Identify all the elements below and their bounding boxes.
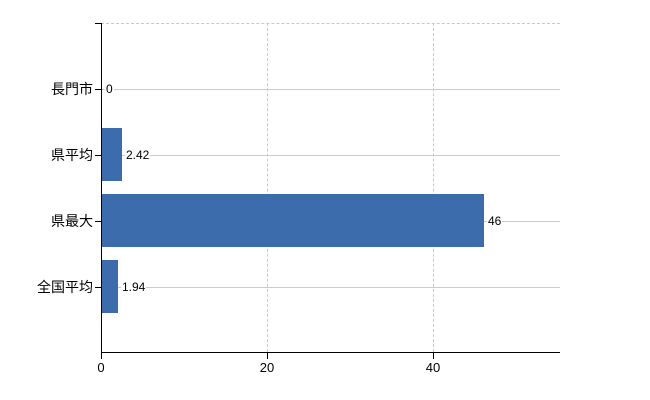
bar bbox=[102, 128, 122, 181]
category-label: 県平均 bbox=[51, 147, 93, 163]
category-gridline bbox=[101, 287, 560, 288]
x-axis-tick bbox=[101, 353, 102, 359]
value-label: 1.94 bbox=[121, 279, 147, 295]
y-axis-line bbox=[101, 23, 102, 353]
x-axis-tick-label: 0 bbox=[97, 360, 105, 375]
y-axis-tick bbox=[95, 287, 101, 288]
x-axis-tick bbox=[267, 353, 268, 359]
category-gridline bbox=[101, 89, 560, 90]
y-axis-tick bbox=[95, 89, 101, 90]
bar bbox=[102, 260, 118, 313]
value-label: 46 bbox=[487, 213, 503, 229]
x-axis-tick bbox=[433, 353, 434, 359]
vertical-gridline bbox=[433, 23, 434, 352]
category-gridline bbox=[101, 155, 560, 156]
vertical-gridline bbox=[267, 23, 268, 352]
y-axis-tick bbox=[95, 221, 101, 222]
value-label: 2.42 bbox=[125, 147, 151, 163]
plot-top-gridline bbox=[101, 23, 560, 24]
category-label: 全国平均 bbox=[37, 279, 93, 295]
bar bbox=[102, 194, 484, 247]
category-label: 長門市 bbox=[51, 81, 93, 97]
y-axis-tick bbox=[95, 155, 101, 156]
y-axis-top-tick bbox=[95, 23, 101, 24]
x-axis-tick-label: 40 bbox=[425, 360, 441, 375]
category-label: 県最大 bbox=[51, 213, 93, 229]
x-axis-tick-label: 20 bbox=[259, 360, 275, 375]
x-axis-line bbox=[101, 352, 560, 353]
value-label: 0 bbox=[105, 81, 114, 97]
